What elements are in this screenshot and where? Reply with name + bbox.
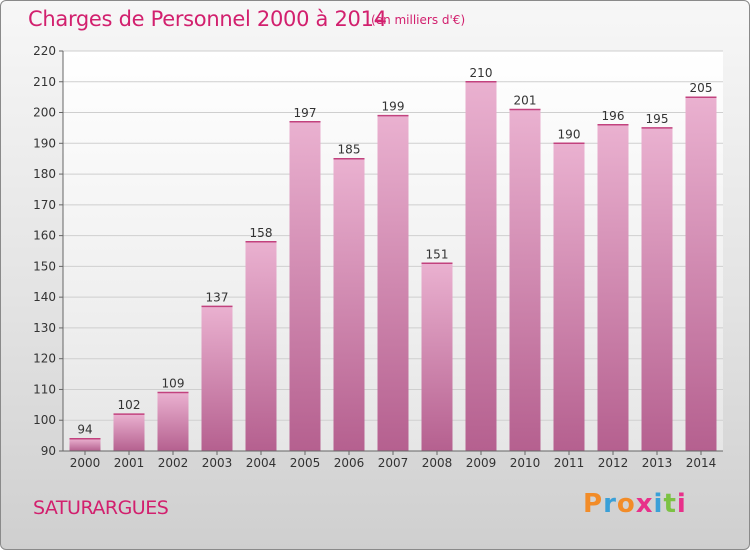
logo-letter: r bbox=[603, 489, 617, 519]
data-label: 195 bbox=[646, 112, 669, 126]
y-tick-label: 180 bbox=[33, 167, 56, 181]
y-tick-label: 140 bbox=[33, 290, 56, 304]
bar bbox=[553, 143, 585, 452]
data-label: 199 bbox=[382, 100, 405, 114]
x-tick-label: 2013 bbox=[642, 456, 673, 470]
bar bbox=[377, 115, 409, 451]
data-label: 201 bbox=[514, 94, 537, 108]
x-tick-label: 2012 bbox=[598, 456, 629, 470]
proxiti-logo[interactable]: Proxiti bbox=[583, 489, 687, 519]
y-tick-label: 220 bbox=[33, 44, 56, 58]
data-label: 190 bbox=[558, 127, 581, 141]
x-tick-label: 2002 bbox=[158, 456, 189, 470]
y-tick-label: 120 bbox=[33, 352, 56, 366]
data-label: 197 bbox=[294, 106, 317, 120]
x-tick-label: 2008 bbox=[422, 456, 453, 470]
logo-letter: i bbox=[653, 489, 664, 519]
bar bbox=[245, 241, 277, 451]
logo-letter: x bbox=[635, 489, 654, 519]
axes: 9010011012013014015016017018019020021022… bbox=[33, 44, 723, 470]
chart-title: Charges de Personnel 2000 à 2014 bbox=[28, 7, 387, 31]
y-tick-label: 200 bbox=[33, 106, 56, 120]
x-tick-label: 2004 bbox=[246, 456, 277, 470]
bar bbox=[333, 158, 365, 451]
data-label: 137 bbox=[206, 290, 229, 304]
bar bbox=[113, 414, 145, 451]
bar bbox=[421, 263, 453, 451]
data-label: 109 bbox=[162, 377, 185, 391]
data-label: 205 bbox=[690, 81, 713, 95]
x-tick-label: 2003 bbox=[202, 456, 233, 470]
bar bbox=[509, 109, 541, 451]
logo-letter: o bbox=[616, 489, 636, 519]
y-tick-label: 190 bbox=[33, 136, 56, 150]
y-tick-label: 210 bbox=[33, 75, 56, 89]
data-label: 210 bbox=[470, 66, 493, 80]
bar bbox=[641, 127, 673, 452]
x-tick-label: 2006 bbox=[334, 456, 365, 470]
x-tick-label: 2011 bbox=[554, 456, 585, 470]
y-tick-label: 90 bbox=[41, 444, 56, 458]
x-tick-label: 2007 bbox=[378, 456, 409, 470]
bar bbox=[201, 306, 233, 451]
bar bbox=[685, 97, 717, 451]
y-tick-label: 160 bbox=[33, 229, 56, 243]
logo-letter: i bbox=[676, 489, 687, 519]
town-name: SATURARGUES bbox=[33, 497, 169, 519]
bar bbox=[597, 124, 629, 452]
bar bbox=[289, 121, 321, 452]
y-tick-label: 130 bbox=[33, 321, 56, 335]
x-tick-label: 2009 bbox=[466, 456, 497, 470]
x-tick-label: 2010 bbox=[510, 456, 541, 470]
bars: 94 102 109 137 158 197 185 199 151 210 201 190 196 19… bbox=[69, 66, 717, 452]
chart-unit: (en milliers d'€) bbox=[371, 13, 466, 27]
y-tick-label: 150 bbox=[33, 259, 56, 273]
y-tick-label: 100 bbox=[33, 413, 56, 427]
y-tick-label: 170 bbox=[33, 198, 56, 212]
x-tick-label: 2014 bbox=[686, 456, 717, 470]
data-label: 94 bbox=[77, 423, 92, 437]
x-tick-label: 2000 bbox=[70, 456, 101, 470]
data-label: 196 bbox=[602, 109, 625, 123]
bar bbox=[157, 392, 189, 451]
data-label: 185 bbox=[338, 143, 361, 157]
x-tick-label: 2005 bbox=[290, 456, 321, 470]
logo-letter: t bbox=[663, 489, 677, 519]
data-label: 151 bbox=[426, 247, 449, 261]
bar bbox=[465, 81, 497, 452]
bar bbox=[69, 438, 101, 451]
logo-letter: P bbox=[583, 489, 604, 519]
data-label: 158 bbox=[250, 226, 273, 240]
y-tick-label: 110 bbox=[33, 382, 56, 396]
data-label: 102 bbox=[118, 398, 141, 412]
x-tick-label: 2001 bbox=[114, 456, 145, 470]
